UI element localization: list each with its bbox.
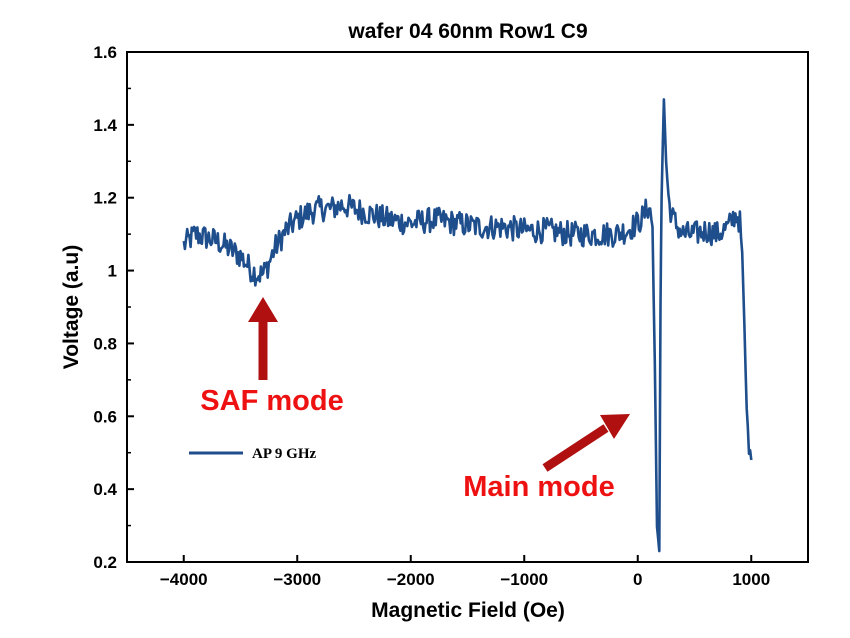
y-tick-label: 0.2 [93,553,117,572]
y-tick-label: 1.2 [93,189,117,208]
x-tick-label: −1000 [500,570,548,589]
x-tick-label: −2000 [387,570,435,589]
legend: AP 9 GHz [189,446,317,462]
main-mode-arrow-head [600,414,630,439]
x-axis: −4000 −3000 −2000 −1000 0 1000 [160,555,770,589]
y-tick-label: 0.6 [93,407,117,426]
y-tick-label: 0.4 [93,480,117,499]
y-axis-label: Voltage (a.u) [60,245,83,369]
chart-title: wafer 04 60nm Row1 C9 [347,20,587,43]
x-axis-label: Magnetic Field (Oe) [371,599,565,622]
y-tick-label: 1.4 [93,116,117,135]
x-tick-label: −4000 [160,570,208,589]
x-tick-label: 1000 [732,570,770,589]
main-mode-arrow [542,424,609,472]
main-mode-label: Main mode [463,471,614,503]
legend-label-ap-9-ghz: AP 9 GHz [252,446,317,462]
x-tick-label: −3000 [273,570,321,589]
series-line-ap-9-ghz [182,98,753,553]
y-tick-label: 0.8 [93,334,117,353]
y-tick-label: 1.6 [93,43,117,62]
x-tick-label: 0 [633,570,642,589]
saf-mode-annotation: SAF mode [200,297,344,417]
saf-mode-label: SAF mode [200,385,343,417]
y-axis: 0.2 0.4 0.6 0.8 1 1.2 1.4 1.6 [93,43,134,572]
main-mode-annotation: Main mode [463,414,630,503]
saf-mode-arrow-head [248,297,278,322]
y-tick-label: 1 [108,262,117,281]
